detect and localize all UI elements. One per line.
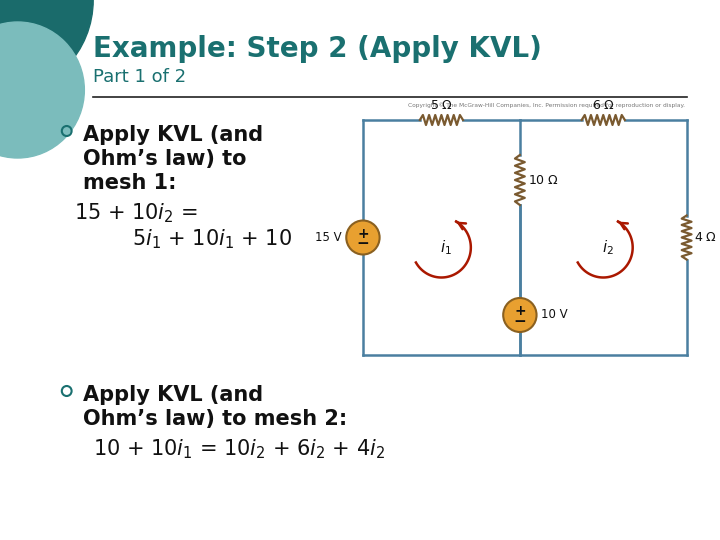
Text: Example: Step 2 (Apply KVL): Example: Step 2 (Apply KVL) bbox=[93, 35, 542, 63]
Text: 15 V: 15 V bbox=[315, 231, 341, 244]
Text: 10 V: 10 V bbox=[541, 308, 568, 321]
Text: 6 $\Omega$: 6 $\Omega$ bbox=[592, 99, 615, 112]
Circle shape bbox=[0, 0, 93, 95]
Text: +: + bbox=[357, 226, 369, 240]
Text: −: − bbox=[356, 236, 369, 251]
Text: $i_1$: $i_1$ bbox=[441, 238, 452, 257]
Text: 15 + 10$i_2$ =: 15 + 10$i_2$ = bbox=[73, 201, 197, 225]
Text: Part 1 of 2: Part 1 of 2 bbox=[93, 68, 186, 86]
Text: mesh 1:: mesh 1: bbox=[84, 173, 177, 193]
Text: 5 $\Omega$: 5 $\Omega$ bbox=[430, 99, 453, 112]
Text: Ohm’s law) to mesh 2:: Ohm’s law) to mesh 2: bbox=[84, 409, 348, 429]
Circle shape bbox=[346, 220, 379, 254]
Text: 4 $\Omega$: 4 $\Omega$ bbox=[695, 231, 718, 244]
Text: Apply KVL (and: Apply KVL (and bbox=[84, 125, 264, 145]
Text: +: + bbox=[514, 304, 526, 318]
Text: −: − bbox=[513, 314, 526, 328]
Text: Ohm’s law) to: Ohm’s law) to bbox=[84, 149, 247, 169]
Text: $i_2$: $i_2$ bbox=[602, 238, 614, 257]
Circle shape bbox=[0, 22, 84, 158]
Text: 10 $\Omega$: 10 $\Omega$ bbox=[528, 173, 559, 186]
Circle shape bbox=[503, 298, 536, 332]
Text: 10 + 10$i_1$ = 10$i_2$ + 6$i_2$ + 4$i_2$: 10 + 10$i_1$ = 10$i_2$ + 6$i_2$ + 4$i_2$ bbox=[93, 437, 385, 461]
Text: Apply KVL (and: Apply KVL (and bbox=[84, 385, 264, 405]
Text: Copyright © The McGraw-Hill Companies, Inc. Permission required for reproduction: Copyright © The McGraw-Hill Companies, I… bbox=[408, 102, 685, 107]
Text: 5$i_1$ + 10$i_1$ + 10: 5$i_1$ + 10$i_1$ + 10 bbox=[132, 227, 292, 251]
